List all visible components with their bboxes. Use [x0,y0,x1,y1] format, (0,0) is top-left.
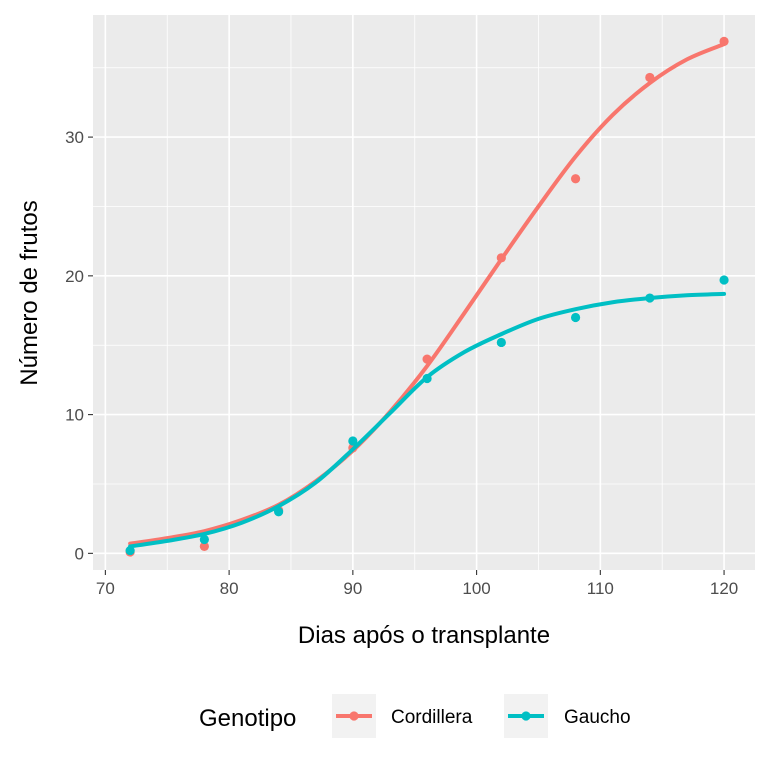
legend-label-cordillera: Cordillera [391,707,473,728]
legend-key-point [349,711,359,721]
data-point-cordillera [719,36,729,46]
data-point-cordillera [645,72,655,83]
data-point-gaucho [570,312,581,323]
data-point-gaucho [496,337,506,348]
series-layer [125,36,729,557]
data-point-gaucho [348,436,358,446]
data-point-gaucho [199,534,209,545]
legend-label-gaucho: Gaucho [564,707,631,728]
x-tick-label: 110 [587,579,614,598]
data-point-gaucho [422,373,432,384]
x-axis-title: Dias após o transplante [298,622,550,649]
series-gaucho [125,275,729,556]
y-tick-label: 10 [65,406,84,425]
x-tick-label: 80 [220,579,239,598]
data-point-cordillera [570,174,581,184]
y-tick-label: 30 [65,128,84,147]
legend-item-gaucho: Gaucho [504,694,631,738]
plot-panel [93,15,755,570]
legend-key-point [521,711,531,721]
data-point-gaucho [645,293,655,303]
x-tick-label: 90 [343,579,362,598]
x-tick-label: 120 [710,579,738,598]
data-point-gaucho [719,275,729,285]
y-tick-label: 0 [75,544,84,563]
y-tick-label: 20 [65,267,84,286]
legend-title: Genotipo [199,705,296,732]
data-point-cordillera [199,541,209,552]
data-point-gaucho [125,545,135,556]
fit-line-cordillera [128,42,727,546]
legend-item-cordillera: Cordillera [332,694,473,738]
data-point-cordillera [422,354,432,364]
data-point-gaucho [274,507,284,517]
axes: 70 80 90 100 110 120 0 10 20 30 [65,128,738,598]
y-axis-title: Número de frutos [16,200,43,385]
legend: Genotipo Cordillera Gaucho [199,694,631,738]
x-tick-label: 70 [96,579,115,598]
x-tick-label: 100 [462,579,490,598]
data-point-cordillera [496,253,506,263]
